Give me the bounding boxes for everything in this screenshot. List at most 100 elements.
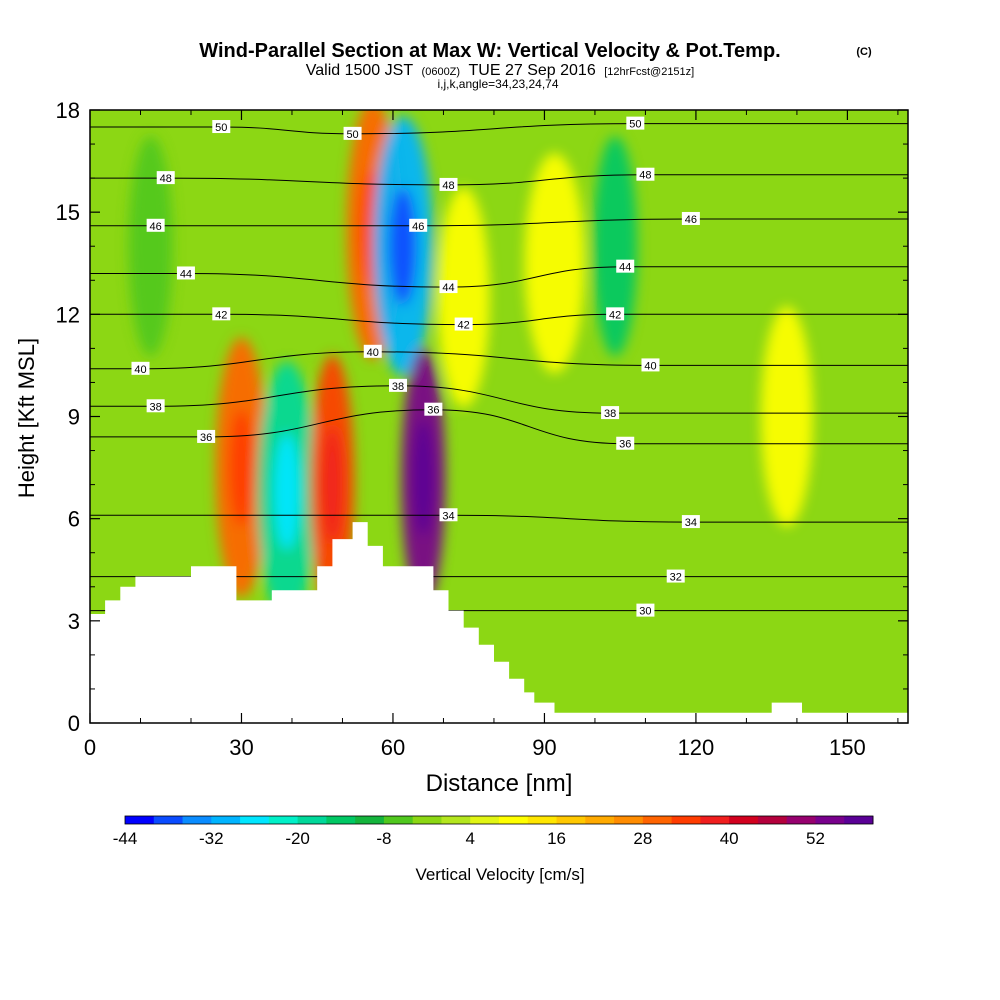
contour-label: 46 [146,218,165,233]
y-tick-label: 12 [56,302,80,327]
contour-label: 30 [636,603,655,618]
x-tick-label: 30 [229,735,253,760]
x-tick-label: 120 [678,735,715,760]
contour-label: 44 [439,280,458,294]
contour-label-text: 42 [215,309,227,321]
chart-subtitle: Valid 1500 JST (0600Z) TUE 27 Sep 2016 [… [306,62,694,79]
colorbar-tick-label: 4 [465,829,474,848]
contour-label-text: 44 [180,268,192,280]
contour-label: 36 [616,436,635,451]
chart-title-suffix: (C) [856,46,872,58]
colorbar-tick-label: -20 [285,829,310,848]
contour-label: 42 [454,317,473,332]
y-tick-label: 18 [56,98,80,123]
subtitle-date: TUE 27 Sep 2016 [469,62,596,79]
colorbar-swatch [441,816,471,824]
contour-label-text: 30 [639,606,651,618]
velocity-cell [128,136,173,357]
colorbar-swatch [268,816,299,824]
colorbar: -44 -32 -20 -8 4 16 28 40 52 [113,815,874,848]
contour-label: 36 [197,429,216,444]
colorbar-swatch [786,816,816,824]
contour-label-text: 40 [367,347,379,359]
contour-label: 32 [666,569,685,584]
contour-label-text: 40 [644,360,656,372]
contour-label-text: 48 [442,180,454,192]
contour-label-text: 36 [200,432,212,444]
theta-contour-50 [90,123,908,135]
contour-label-text: 44 [442,282,454,294]
colorbar-swatch [556,816,586,824]
colorbar-tick-label: -8 [376,829,391,848]
contour-label-text: 46 [685,214,697,226]
velocity-core [273,432,301,550]
velocity-core [229,409,254,527]
contour-label-text: 40 [134,364,146,376]
contour-label: 48 [156,171,175,185]
colorbar-swatch [125,816,155,824]
contour-label: 36 [424,402,443,417]
colorbar-swatch [729,816,759,824]
colorbar-swatch [326,816,356,824]
contour-label-text: 50 [215,122,227,134]
contour-label-text: 32 [670,572,682,584]
subtitle-forecast: [12hrFcst@2151z] [604,66,694,78]
colorbar-swatch [153,816,184,824]
colorbar-tick-label: 28 [633,829,652,848]
colorbar-swatch [182,816,212,824]
contour-label: 38 [601,406,620,420]
colorbar-tick-label: 16 [547,829,566,848]
colorbar-swatch [700,816,730,824]
y-tick-label: 9 [68,405,80,430]
contour-label-text: 38 [150,401,162,413]
contour-label: 42 [606,307,625,321]
contour-label: 48 [439,177,458,192]
colorbar-swatch [642,816,673,824]
contour-label: 42 [212,307,231,321]
colorbar-swatch [844,816,874,824]
contour-label-text: 50 [346,129,358,141]
velocity-core [413,419,434,537]
x-axis-label: Distance [nm] [426,770,573,797]
contour-label: 44 [176,266,195,280]
colorbar-swatch [211,816,241,824]
subtitle-zulu: (0600Z) [422,66,461,78]
colorbar-swatch [383,816,414,824]
contour-label: 46 [681,211,700,226]
contour-label-text: 48 [160,173,172,185]
chart-subtitle2: i,j,k,angle=34,23,24,74 [437,77,558,91]
contour-label-text: 34 [442,510,454,522]
contour-label: 38 [389,378,408,393]
x-tick-label: 90 [532,735,556,760]
contour-label-text: 46 [150,221,162,233]
contour-label: 50 [343,126,362,141]
colorbar-swatch [240,816,270,824]
y-tick-label: 3 [68,609,80,634]
y-tick-label: 6 [68,507,80,532]
colorbar-tick-label: -44 [113,829,138,848]
contour-label-text: 42 [458,320,470,332]
terrain-mask [90,522,908,723]
colorbar-swatch [412,816,442,824]
colorbar-swatch [499,816,529,824]
contour-label-text: 48 [639,170,651,182]
colorbar-tick-label: 52 [806,829,825,848]
theta-contour-34 [90,514,908,523]
contour-label-text: 46 [412,221,424,233]
velocity-core [389,187,417,305]
contour-label-text: 50 [629,119,641,131]
contour-label-text: 34 [685,517,697,529]
x-tick-label: 150 [829,735,866,760]
subtitle-valid: Valid 1500 JST [306,62,414,79]
contour-label: 40 [363,344,382,359]
x-tick-label: 60 [381,735,405,760]
chart-title: Wind-Parallel Section at Max W: Vertical… [199,40,780,62]
colorbar-tick-label: -32 [199,829,224,848]
colorbar-swatch [614,816,644,824]
velocity-cell [593,136,638,357]
velocity-cell [760,306,813,527]
contour-label-text: 38 [604,408,616,420]
contour-label-text: 36 [619,439,631,451]
